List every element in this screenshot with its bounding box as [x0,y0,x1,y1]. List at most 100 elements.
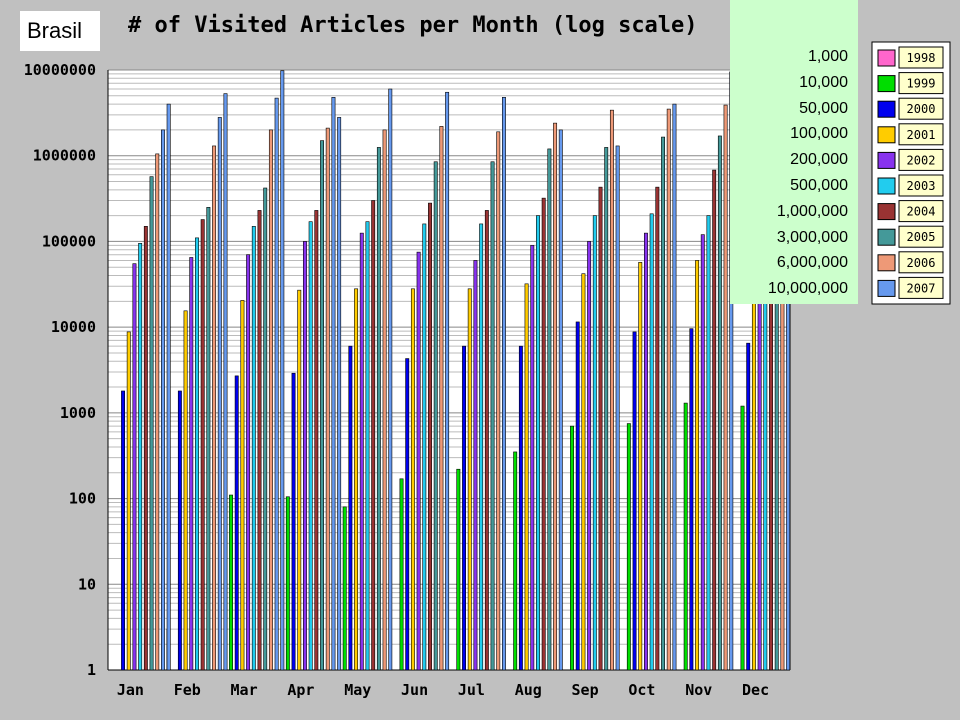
legend-label: 1999 [907,77,936,91]
y-tick-label: 1000000 [33,147,96,165]
bar-2007-jun [445,91,450,671]
scale-list-item: 50,000 [799,99,848,117]
bar-2002-sep [587,241,592,671]
legend-label-box [898,251,944,274]
bar-2007-jul [501,97,506,671]
scale-list-item: 1,000,000 [776,202,848,220]
bar-2001-nov [695,260,700,671]
bar-2002-nov [700,234,705,671]
bar-2002-mar [246,254,251,671]
bar-2006-feb [212,145,217,671]
bar-2004-jan [143,226,148,671]
bar-2002-may [359,232,364,671]
bar-extra-mar [280,70,285,671]
y-tick-label: 10 [78,575,96,593]
legend-swatch [877,151,896,169]
legend-swatch [877,254,896,272]
bar-2000-oct [632,331,637,671]
legend-label: 2002 [907,153,936,167]
scale-list-box: 1,000 10,000 50,000 100,000 200,000 500,… [730,0,858,304]
bar-2000-nov [689,328,694,671]
y-tick-label: 1000 [60,404,96,422]
x-tick-label: Feb [174,681,201,699]
bar-2003-jan [138,243,143,671]
legend-label: 2006 [907,256,936,270]
x-tick-label: Mar [231,681,258,699]
bar-2003-feb [195,237,199,671]
bar-2001-may [354,288,359,671]
bar-2002-apr [302,241,307,671]
bar-2005-oct [661,136,666,671]
bar-2004-jul [484,210,489,671]
scale-list-item: 3,000,000 [776,228,848,246]
bar-2004-mar [257,210,262,671]
bar-2000-may [348,345,353,671]
bar-2001-mar [240,300,245,671]
x-tick-label: Nov [685,681,712,699]
bar-2001-aug [524,283,529,671]
bar-extra-apr [337,117,342,671]
y-tick-label: 10000000 [24,61,96,79]
bar-1999-aug [513,451,518,671]
scale-list-item: 500,000 [790,176,848,194]
bar-2005-nov [717,135,722,671]
bar-1999-jun [399,478,404,671]
legend-swatch [877,203,896,221]
bar-2004-sep [598,186,603,671]
y-tick-label: 100 [69,490,96,508]
legend-label-box [898,148,944,171]
bar-2005-sep [604,147,609,671]
legend-label-box [898,123,944,146]
bar-2007-may [388,88,393,671]
legend-label-box [898,72,944,95]
legend-label: 2005 [907,230,936,244]
bar-2001-jul [467,288,472,671]
bar-2007-feb [217,117,222,671]
bar-extra-jan [166,103,171,671]
bar-2004-apr [314,210,319,671]
bar-2002-feb [189,257,194,671]
legend-label-box [898,97,944,120]
bar-2002-jun [416,251,421,671]
bar-2004-nov [712,169,717,671]
legend-label: 2004 [907,205,936,219]
legend-swatch [877,100,896,118]
bar-2001-feb [183,310,188,671]
bar-2004-jun [428,202,432,671]
bar-2004-may [371,200,376,671]
bar-2002-jan [132,263,137,671]
bar-2003-jun [422,223,427,671]
bar-2005-jun [433,161,438,671]
bar-2002-oct [643,232,648,671]
legend-label: 2001 [907,128,936,142]
bar-2006-jan [155,153,160,671]
bar-1999-mar [229,494,233,671]
bar-2002-dec [757,245,762,671]
scale-list-item: 10,000 [799,73,848,91]
bar-2000-mar [234,375,239,671]
bar-2006-jun [439,126,444,671]
bar-2005-may [376,147,381,671]
bar-2006-jul [496,131,501,671]
bar-2003-oct [649,213,654,671]
bar-2006-apr [325,127,330,671]
bar-2005-feb [206,207,211,671]
legend-label-box [898,225,944,248]
bar-2000-apr [291,372,296,671]
bar-1999-nov [683,402,688,671]
legend-swatch [877,49,896,67]
bar-2005-mar [263,187,268,671]
bar-extra-feb [223,93,228,671]
bar-2002-aug [530,245,535,671]
bar-1999-apr [285,496,290,671]
x-tick-label: May [344,681,371,699]
bar-2005-jul [490,161,495,671]
region-label: Brasil [20,11,100,51]
bar-2007-apr [331,97,336,671]
legend-label: 2007 [907,281,936,295]
x-tick-label: Aug [515,681,542,699]
bar-2003-apr [308,221,313,671]
bar-2001-apr [297,289,302,671]
chart-title: # of Visited Articles per Month (log sca… [128,13,698,38]
y-tick-label: 1 [87,661,96,679]
